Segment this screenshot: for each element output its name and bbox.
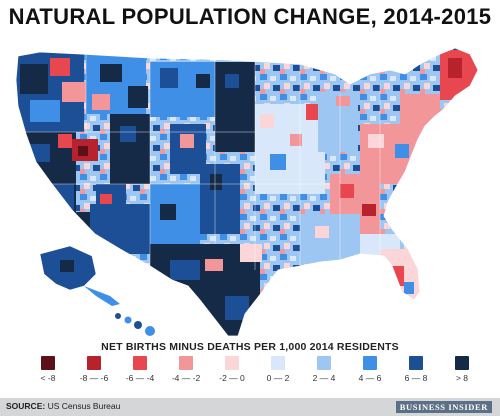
legend-swatch bbox=[133, 356, 147, 370]
legend-label: 4 — 6 bbox=[358, 373, 382, 383]
alaska-inset bbox=[39, 245, 120, 306]
legend-swatch bbox=[41, 356, 55, 370]
legend-label: -8 — -6 bbox=[79, 373, 109, 383]
brand-logo: BUSINESS INSIDER bbox=[395, 401, 492, 413]
legend-item: > 8 bbox=[439, 356, 485, 383]
source-credit: SOURCE: US Census Bureau bbox=[6, 401, 120, 411]
legend-label: -2 — 0 bbox=[219, 373, 245, 383]
legend-item: < -8 bbox=[25, 356, 71, 383]
us-county-map bbox=[0, 34, 500, 340]
legend-swatch bbox=[225, 356, 239, 370]
legend-item: 0 — 2 bbox=[255, 356, 301, 383]
legend-swatch bbox=[409, 356, 423, 370]
legend-label: 2 — 4 bbox=[312, 373, 336, 383]
legend: < -8 -8 — -6 -6 — -4 -4 — -2 -2 — 0 0 — 2 2 — … bbox=[25, 356, 485, 388]
legend-swatch bbox=[317, 356, 331, 370]
legend-title: NET BIRTHS MINUS DEATHS PER 1,000 2014 R… bbox=[101, 341, 399, 353]
legend-swatch bbox=[363, 356, 377, 370]
map-svg bbox=[15, 47, 479, 337]
legend-swatch bbox=[271, 356, 285, 370]
legend-item: 2 — 4 bbox=[301, 356, 347, 383]
legend-item: -6 — -4 bbox=[117, 356, 163, 383]
legend-label: 6 — 8 bbox=[404, 373, 428, 383]
footer-bar: SOURCE: US Census Bureau BUSINESS INSIDE… bbox=[0, 398, 500, 416]
legend-item: -8 — -6 bbox=[71, 356, 117, 383]
legend-item: -2 — 0 bbox=[209, 356, 255, 383]
legend-swatch bbox=[179, 356, 193, 370]
legend-item: 6 — 8 bbox=[393, 356, 439, 383]
legend-label: < -8 bbox=[40, 373, 56, 383]
legend-label: -6 — -4 bbox=[125, 373, 155, 383]
source-text: US Census Bureau bbox=[47, 401, 121, 411]
legend-item: 4 — 6 bbox=[347, 356, 393, 383]
source-label: SOURCE: bbox=[6, 401, 46, 411]
legend-label: 0 — 2 bbox=[266, 373, 290, 383]
legend-label: > 8 bbox=[455, 373, 469, 383]
legend-item: -4 — -2 bbox=[163, 356, 209, 383]
legend-label: -4 — -2 bbox=[171, 373, 201, 383]
legend-swatch bbox=[455, 356, 469, 370]
legend-swatch bbox=[87, 356, 101, 370]
map-title: NATURAL POPULATION CHANGE, 2014-2015 bbox=[8, 4, 492, 29]
hawaii-inset bbox=[115, 313, 155, 336]
